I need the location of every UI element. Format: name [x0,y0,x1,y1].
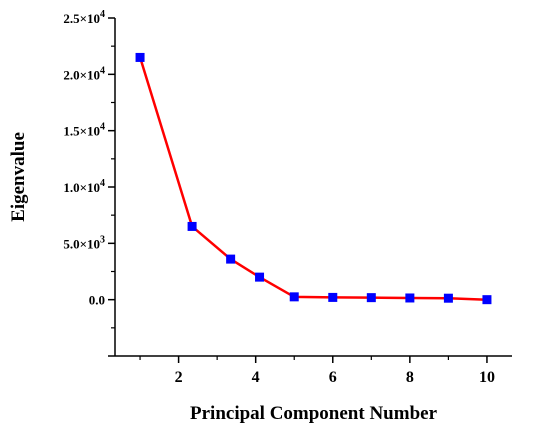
data-point [366,293,376,303]
data-point [443,293,453,303]
x-tick-label: 8 [406,369,414,386]
series-line [138,57,487,301]
y-tick-label: 1.0×104 [63,178,105,195]
x-tick-label: 2 [175,369,183,386]
data-point [135,52,145,62]
tick-labels: 2 4 6 8 10 0.0 5.0×103 1.0×104 1.5×104 2.0×104 2.5… [63,9,495,386]
x-tick-label: 6 [329,369,337,386]
x-axis-title: Principal Component Number [190,403,438,424]
data-point [226,254,236,264]
y-tick-label: 5.0×103 [63,234,105,251]
data-point [289,292,299,302]
x-tick-label: 10 [479,369,495,386]
x-tick-label: 4 [252,369,260,386]
data-point [328,292,338,302]
data-point [482,295,492,305]
data-point [255,272,265,282]
y-tick-label: 0.0 [89,293,105,308]
data-point [187,221,197,231]
series-markers [135,52,492,305]
y-tick-label: 2.5×104 [63,9,105,26]
tick-marks [108,17,488,363]
y-axis-title: Eigenvalue [8,132,29,222]
axes [114,18,512,357]
data-point [405,293,415,303]
y-tick-label: 1.5×104 [63,122,105,139]
y-tick-label: 2.0×104 [63,65,105,82]
